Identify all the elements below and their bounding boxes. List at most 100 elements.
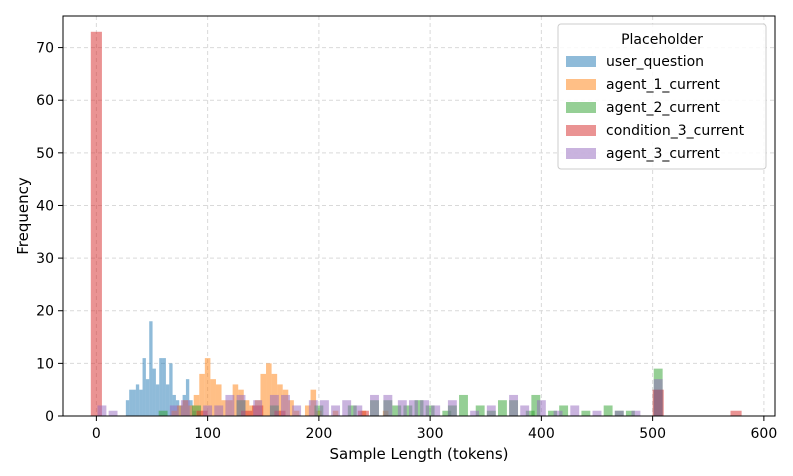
bar — [383, 394, 393, 416]
bar — [653, 379, 663, 416]
bar — [274, 410, 286, 416]
bar — [553, 410, 563, 416]
axis-ticks: 0 100 200 300 400 500 600 0 10 20 30 40 50 60 70 — [36, 41, 777, 442]
bar — [614, 410, 624, 416]
bar — [420, 400, 430, 416]
bar — [392, 405, 402, 416]
bar — [447, 400, 457, 416]
bar — [730, 410, 742, 416]
bar — [470, 410, 480, 416]
y-tick-label: 40 — [36, 198, 54, 214]
bar — [155, 384, 160, 416]
bar — [135, 384, 140, 416]
bar — [214, 405, 224, 416]
bar — [210, 379, 216, 416]
bar — [241, 410, 253, 416]
bar — [236, 394, 246, 416]
x-tick-label: 0 — [92, 426, 101, 442]
bar — [132, 389, 136, 416]
x-tick-label: 200 — [306, 426, 333, 442]
bar — [442, 410, 452, 416]
y-tick-label: 60 — [36, 93, 54, 109]
bar — [199, 373, 205, 416]
legend-swatch — [566, 79, 596, 90]
bar — [185, 379, 190, 416]
bar — [243, 400, 250, 416]
series-agent_3_current — [97, 379, 663, 416]
bar — [215, 384, 222, 416]
y-tick-label: 70 — [36, 41, 54, 57]
bar — [203, 405, 213, 416]
bar — [129, 389, 133, 416]
legend-swatch — [566, 125, 596, 136]
legend-title: Placeholder — [621, 32, 703, 48]
bar — [97, 405, 107, 416]
bar — [177, 405, 183, 416]
bar — [319, 400, 329, 416]
bar — [509, 394, 519, 416]
legend-label: agent_3_current — [606, 146, 720, 162]
bar — [397, 400, 407, 416]
legend-swatch — [566, 56, 596, 67]
y-tick-label: 0 — [45, 409, 54, 425]
bar — [531, 394, 541, 416]
bar — [570, 405, 580, 416]
bar — [162, 358, 166, 416]
bar — [266, 363, 272, 416]
bar — [342, 400, 352, 416]
bar — [142, 358, 146, 416]
bar — [145, 379, 150, 416]
bar — [277, 384, 283, 416]
bar — [631, 410, 641, 416]
bar — [497, 400, 507, 416]
bar — [281, 394, 290, 416]
bar — [408, 400, 418, 416]
x-tick-label: 400 — [528, 426, 555, 442]
bar — [292, 405, 302, 416]
legend: Placeholder user_question agent_1_current… — [557, 23, 767, 170]
bar — [353, 405, 363, 416]
bar — [414, 400, 424, 416]
bar — [347, 405, 357, 416]
bar — [165, 384, 170, 416]
bar — [536, 400, 546, 416]
bar — [288, 400, 294, 416]
bar — [475, 405, 485, 416]
bar — [559, 405, 569, 416]
bar — [221, 400, 228, 416]
bar — [370, 394, 379, 416]
bar — [548, 410, 557, 416]
legend-label: user_question — [606, 54, 704, 70]
plot-frame — [62, 15, 776, 417]
bar — [520, 405, 530, 416]
bar — [225, 394, 235, 416]
y-tick-label: 50 — [36, 146, 54, 162]
bar — [152, 368, 156, 416]
bar — [159, 358, 163, 416]
bar — [314, 405, 324, 416]
legend-label: condition_3_current — [606, 123, 745, 139]
bar — [592, 410, 602, 416]
legend-label: agent_1_current — [606, 77, 720, 93]
bar — [139, 389, 143, 416]
bar — [125, 400, 130, 416]
legend-swatch — [566, 148, 596, 159]
bar — [581, 410, 591, 416]
legend-label: agent_2_current — [606, 100, 720, 116]
bar — [204, 358, 211, 416]
bar — [357, 410, 369, 416]
bar — [180, 400, 190, 416]
bar — [603, 405, 613, 416]
bar — [188, 405, 194, 416]
bar — [253, 400, 263, 416]
bar — [108, 410, 118, 416]
x-tick-label: 500 — [639, 426, 666, 442]
y-tick-label: 30 — [36, 251, 54, 267]
bar — [260, 373, 267, 416]
bar — [90, 31, 102, 416]
legend-swatch — [566, 102, 596, 113]
bar — [331, 405, 341, 416]
bar — [196, 410, 208, 416]
bar — [169, 405, 179, 416]
